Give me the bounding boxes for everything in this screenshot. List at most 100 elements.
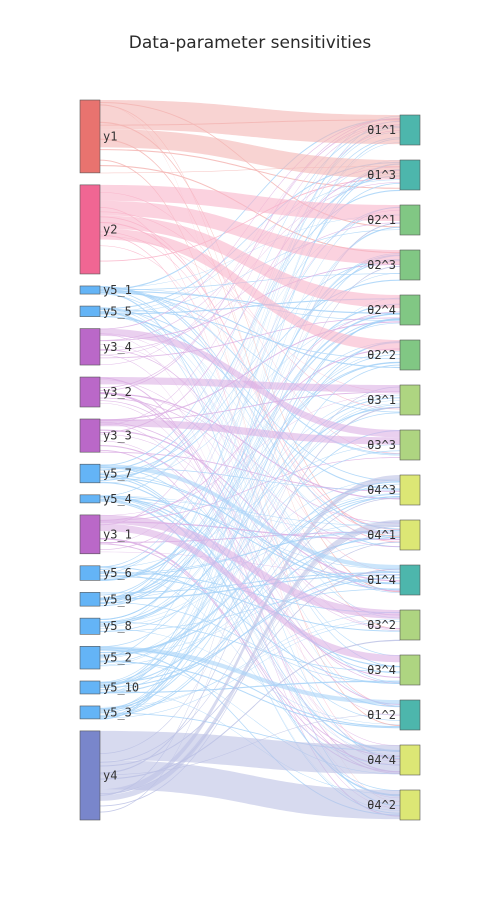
- thin-link: [100, 213, 400, 478]
- node-t4_1: [399, 519, 421, 551]
- thin-link: [100, 433, 400, 630]
- thin-link: [100, 235, 400, 393]
- node-label-y5_1: y5_1: [103, 283, 132, 297]
- thin-link: [100, 397, 400, 626]
- thin-link: [100, 211, 400, 410]
- thin-link: [100, 525, 400, 807]
- thin-link: [100, 311, 400, 760]
- node-label-y3_2: y3_2: [103, 385, 132, 399]
- thin-link: [100, 166, 400, 174]
- node-t3_3: [399, 429, 421, 461]
- thin-link: [100, 142, 400, 694]
- node-y5_5: [79, 305, 101, 317]
- thin-link: [100, 253, 400, 620]
- thin-link: [100, 124, 400, 366]
- thin-link: [100, 445, 400, 678]
- chart-title: Data-parameter sensitivities: [128, 33, 372, 53]
- thin-link: [100, 660, 400, 729]
- node-y5_9: [79, 592, 101, 607]
- node-y5_8: [79, 617, 101, 635]
- thin-link: [100, 495, 400, 585]
- thin-link: [100, 568, 400, 767]
- links-layer: [100, 100, 400, 820]
- thin-link: [100, 191, 400, 454]
- node-label-y3_4: y3_4: [103, 340, 132, 354]
- link-y2-t2_2: [100, 228, 400, 351]
- thin-link: [100, 496, 400, 717]
- thin-link: [100, 124, 400, 426]
- thin-link: [100, 207, 400, 571]
- thin-link: [100, 321, 400, 421]
- node-label-y5_9: y5_9: [103, 592, 132, 606]
- node-t3_4: [399, 654, 421, 686]
- thin-link: [100, 314, 400, 484]
- thin-link: [100, 496, 400, 756]
- thin-link: [100, 215, 400, 289]
- thin-link: [100, 712, 400, 752]
- thin-link: [100, 286, 400, 548]
- node-t4_4: [399, 744, 421, 776]
- node-y3_2: [79, 376, 101, 408]
- thin-link: [100, 400, 400, 684]
- thin-link: [100, 209, 400, 545]
- thin-link: [100, 315, 400, 490]
- thin-link: [100, 457, 400, 521]
- node-label-y5_5: y5_5: [103, 304, 132, 318]
- thin-link: [100, 131, 400, 574]
- thin-link: [100, 307, 400, 683]
- thin-link: [100, 498, 400, 527]
- thin-link: [100, 125, 400, 466]
- thin-link: [100, 312, 400, 657]
- node-label-y5_7: y5_7: [103, 467, 132, 481]
- thin-link: [100, 227, 400, 711]
- node-label-t4_2: θ4^2: [367, 798, 396, 812]
- thin-link: [100, 182, 400, 356]
- thin-link: [100, 170, 400, 434]
- thin-link: [100, 531, 400, 544]
- node-label-y3_3: y3_3: [103, 429, 132, 443]
- thin-link: [100, 451, 400, 492]
- node-y3_3: [79, 418, 101, 453]
- link-y4-t4_2: [100, 760, 400, 820]
- node-label-t4_1: θ4^1: [367, 528, 396, 542]
- thin-link: [100, 120, 400, 658]
- node-label-t1_1: θ1^1: [367, 123, 396, 137]
- thin-link: [100, 499, 400, 570]
- node-t2_3: [399, 249, 421, 281]
- thin-link: [100, 179, 400, 313]
- link-y3_1-t3_4: [100, 523, 400, 663]
- thin-link: [100, 521, 400, 599]
- thin-link: [100, 342, 400, 648]
- thin-link: [100, 394, 400, 600]
- thin-link: [100, 178, 400, 262]
- node-t3_2: [399, 609, 421, 641]
- thin-link: [100, 163, 400, 627]
- thin-link: [100, 361, 400, 580]
- thin-link: [100, 341, 400, 581]
- node-label-t3_1: θ3^1: [367, 393, 396, 407]
- thin-link: [100, 577, 400, 655]
- thin-link: [100, 444, 400, 569]
- thin-link: [100, 498, 400, 814]
- node-y5_6: [79, 565, 101, 581]
- thin-link: [100, 400, 400, 666]
- thin-link: [100, 397, 400, 548]
- thin-link: [100, 206, 400, 683]
- thin-link: [100, 575, 400, 632]
- thin-link: [100, 621, 400, 719]
- thin-link: [100, 474, 400, 590]
- node-t1_4: [399, 564, 421, 596]
- thin-link: [100, 104, 400, 802]
- thin-link: [100, 163, 400, 720]
- thin-link: [100, 537, 400, 766]
- thin-link: [100, 649, 400, 816]
- node-label-y4: y4: [103, 768, 117, 782]
- thin-link: [100, 303, 400, 581]
- thin-link: [100, 319, 400, 684]
- thin-link: [100, 159, 400, 727]
- link-y4-t4_4: [100, 730, 400, 775]
- thin-link: [100, 222, 400, 796]
- thin-link: [100, 226, 400, 691]
- thin-link: [100, 127, 400, 603]
